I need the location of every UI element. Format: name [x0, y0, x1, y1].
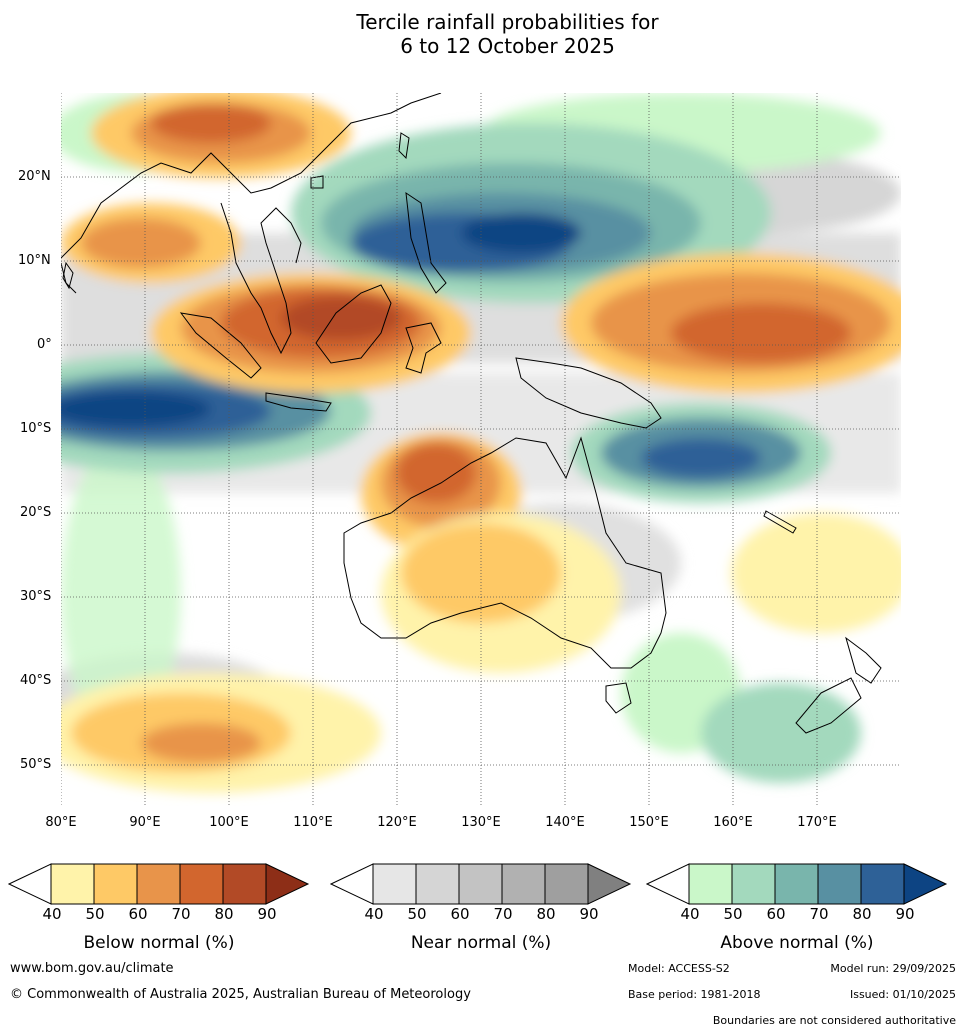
legend-below-tick-60: 60 [128, 905, 148, 923]
legend-near-swatch-1 [372, 863, 417, 905]
legend-near-normal [330, 863, 632, 905]
chart-title: Tercile rainfall probabilities for 6 to … [0, 10, 965, 58]
legend-near-tick-40: 40 [364, 905, 384, 923]
legend-near-tick-60: 60 [450, 905, 470, 923]
lat-label-10S: 10°S [20, 421, 52, 436]
legend-near-swatch-3 [458, 863, 503, 905]
lat-label-40S: 40°S [20, 673, 52, 688]
lon-label-80E: 80°E [45, 815, 77, 830]
legend-near-swatch-6 [587, 863, 632, 905]
legend-below-swatch-4 [179, 863, 224, 905]
legend-below-swatch-3 [136, 863, 181, 905]
rainfall-probability-map [61, 93, 901, 806]
title-line-1: Tercile rainfall probabilities for [356, 10, 659, 34]
legend-below-tick-70: 70 [171, 905, 191, 923]
legend-near-swatch-4 [501, 863, 546, 905]
legend-near-swatch-5 [544, 863, 589, 905]
lat-label-0: 0° [37, 337, 52, 352]
lon-label-130E: 130°E [461, 815, 501, 830]
legend-below-tick-50: 50 [85, 905, 105, 923]
legend-above-tick-60: 60 [766, 905, 786, 923]
coastlines [61, 93, 882, 734]
footer-base-period: Base period: 1981-2018 [628, 988, 761, 1001]
legend-below-swatch-6 [265, 863, 310, 905]
legend-below-label: Below normal (%) [83, 933, 235, 953]
lon-label-90E: 90°E [129, 815, 161, 830]
legend-near-tick-90: 90 [579, 905, 599, 923]
lat-label-10N: 10°N [18, 253, 51, 268]
legend-below-normal [8, 863, 310, 905]
legend-near-tick-70: 70 [493, 905, 513, 923]
lat-label-30S: 30°S [20, 589, 52, 604]
lat-label-50S: 50°S [20, 757, 52, 772]
lat-label-20S: 20°S [20, 505, 52, 520]
legend-below-swatch-5 [222, 863, 267, 905]
legend-below-swatch-2 [93, 863, 138, 905]
legend-above-swatch-5 [860, 863, 905, 905]
legend-above-swatch-4 [817, 863, 862, 905]
legend-above-tick-90: 90 [895, 905, 915, 923]
legend-above-tick-50: 50 [723, 905, 743, 923]
lon-label-100E: 100°E [209, 815, 249, 830]
lat-label-20N: 20°N [18, 169, 51, 184]
legend-above-swatch-3 [774, 863, 819, 905]
probability-field [61, 93, 901, 793]
lon-label-150E: 150°E [629, 815, 669, 830]
legend-above-tick-40: 40 [680, 905, 700, 923]
lon-label-170E: 170°E [797, 815, 837, 830]
footer-website: www.bom.gov.au/climate [10, 961, 174, 976]
legend-near-tick-80: 80 [536, 905, 556, 923]
lon-label-110E: 110°E [293, 815, 333, 830]
legend-above-label: Above normal (%) [720, 933, 874, 953]
legend-below-tick-80: 80 [214, 905, 234, 923]
footer-model-run: Model run: 29/09/2025 [830, 962, 956, 975]
legend-above-normal [646, 863, 948, 905]
legend-near-swatch-2 [415, 863, 460, 905]
legend-above-tick-80: 80 [852, 905, 872, 923]
footer-issued: Issued: 01/10/2025 [849, 988, 956, 1001]
legend-above-swatch-1 [688, 863, 733, 905]
footer-model: Model: ACCESS-S2 [628, 962, 730, 975]
footer-copyright: © Commonwealth of Australia 2025, Austra… [10, 987, 471, 1002]
lon-label-160E: 160°E [713, 815, 753, 830]
legend-below-swatch-1 [50, 863, 95, 905]
legend-below-tick-40: 40 [42, 905, 62, 923]
footer-boundaries-note: Boundaries are not considered authoritat… [712, 1014, 956, 1027]
graticule [61, 93, 901, 806]
lon-label-140E: 140°E [545, 815, 585, 830]
legend-above-swatch-6 [903, 863, 948, 905]
title-line-2: 6 to 12 October 2025 [400, 34, 615, 58]
legend-above-swatch-2 [731, 863, 776, 905]
legend-below-tick-90: 90 [257, 905, 277, 923]
lon-label-120E: 120°E [377, 815, 417, 830]
legend-near-label: Near normal (%) [410, 933, 552, 953]
legend-above-tick-70: 70 [809, 905, 829, 923]
legend-near-tick-50: 50 [407, 905, 427, 923]
